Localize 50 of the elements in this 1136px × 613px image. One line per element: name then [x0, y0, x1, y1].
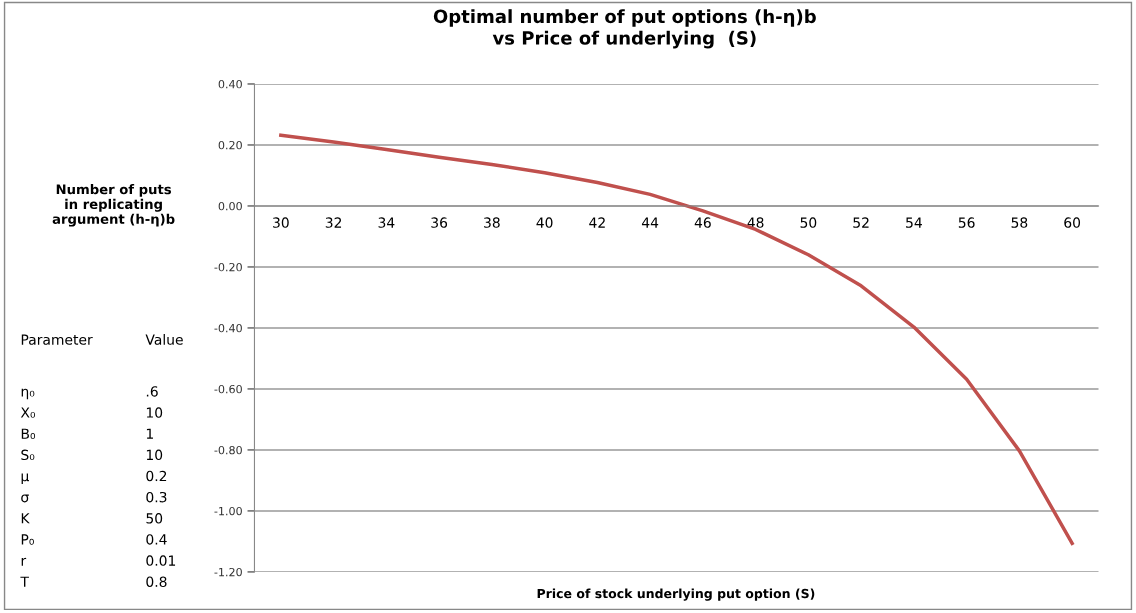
y-tick-label: 0.20 [218, 140, 242, 150]
text: X₀ [20, 407, 36, 418]
y-tick-label: -0.60 [214, 384, 242, 394]
text: 0.4 [146, 534, 167, 545]
text: 10 [146, 449, 163, 461]
x-tick-label: 58 [1011, 217, 1028, 228]
y-tick-label: -1.00 [214, 506, 242, 516]
y-tick-label: -1.20 [214, 567, 242, 577]
text: Parameter [21, 334, 93, 345]
text: T [20, 576, 29, 587]
text: 50 [146, 513, 163, 524]
text: P₀ [21, 534, 34, 545]
text: μ [21, 473, 29, 484]
y-axis-title: Number of puts in replicating argument (h-η)b [52, 184, 175, 227]
y-tick-label: 0.00 [218, 201, 242, 211]
x-tick-label: 30 [273, 217, 289, 228]
x-tick-label: 50 [800, 217, 817, 228]
x-tick-label: 34 [378, 217, 395, 228]
x-tick-label: 48 [747, 217, 764, 228]
x-tick-label: 40 [536, 217, 553, 228]
y-tick-label: 0.40 [218, 79, 242, 89]
y-tick-label: -0.80 [214, 445, 242, 455]
x-tick-label: 38 [484, 217, 500, 228]
x-tick-label: 54 [906, 217, 922, 228]
text: Value [145, 334, 183, 345]
x-tick-label: 56 [958, 217, 975, 228]
text: K [21, 513, 30, 524]
text: 0.3 [146, 491, 167, 503]
x-tick-label: 44 [641, 217, 659, 228]
x-tick-label: 42 [589, 217, 605, 228]
text: 0.8 [146, 576, 167, 587]
text: 10 [146, 407, 163, 418]
x-tick-label: 46 [694, 217, 711, 228]
x-axis-title: Price of stock underlying put option (S) [537, 588, 815, 601]
x-tick-label: 32 [325, 217, 342, 228]
text: 1 [146, 428, 153, 439]
text: r [21, 557, 27, 566]
x-tick-label: 52 [853, 217, 869, 228]
y-tick-label: -0.20 [214, 262, 242, 272]
text: B₀ [21, 428, 36, 439]
text: σ [21, 494, 29, 503]
text: η₀ [21, 388, 35, 400]
text: 0.01 [146, 555, 176, 566]
chart-title: Optimal number of put options (h-η)b vs Price of underlying (S) [433, 9, 816, 49]
text: 0.2 [146, 470, 167, 482]
x-tick-label: 60 [1064, 217, 1081, 228]
x-tick-label: 36 [431, 217, 448, 228]
text: S₀ [21, 449, 35, 461]
text: .6 [146, 386, 158, 397]
y-tick-label: -0.40 [214, 323, 242, 333]
